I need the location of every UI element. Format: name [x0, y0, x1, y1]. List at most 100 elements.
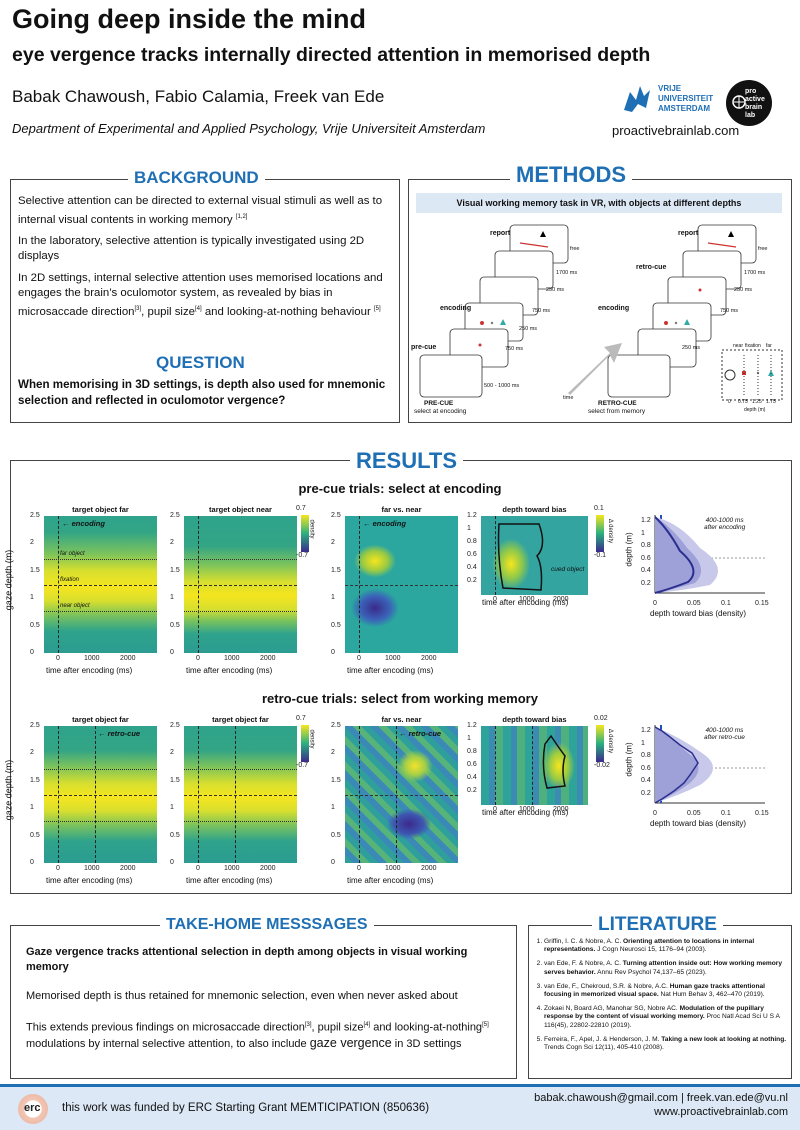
bias-ytick-r1: 1 — [467, 735, 471, 742]
cb1-max: 0.7 — [296, 505, 306, 512]
row1-ylabel: gaze depth (m) — [3, 549, 14, 611]
label-250-1: 250 ms — [546, 287, 565, 293]
cb4-max: 0.02 — [594, 715, 608, 722]
ann-retrocue-1: ← retro-cue — [98, 729, 141, 738]
row2-panel1: target object far ← retro-cue — [44, 715, 157, 863]
xtick-r1-p2: 2000 — [421, 865, 437, 872]
label-encoding-1: encoding — [440, 305, 472, 312]
row1-colorbar — [301, 515, 309, 552]
background-p3: In 2D settings, internal selective atten… — [18, 271, 383, 318]
row2-panel3-title: far vs. near — [381, 715, 422, 724]
xtick-r0-p0: 0 — [56, 655, 60, 662]
xtick-r0-p0: 2000 — [120, 655, 136, 662]
label-d075: 0.75 — [738, 399, 748, 405]
row2-xlabel-2: time after encoding (ms) — [186, 876, 273, 885]
row2-xlabel-3: time after encoding (ms) — [347, 876, 434, 885]
cb1-label: density — [308, 519, 315, 539]
ytick-r1-p1: 0.5 — [170, 831, 180, 839]
dens-xtick-r0: 0.05 — [687, 600, 701, 607]
heatmap-near-retro — [184, 726, 297, 863]
bias-xtick-r0: 1000 — [519, 596, 535, 603]
bias-xtick-r1: 2000 — [553, 806, 569, 813]
cb2-label: Δ density — [607, 518, 614, 544]
label-750-3: 750 ms — [505, 346, 524, 352]
bias-ytick-r1: 1.2 — [467, 722, 477, 729]
dens-xtick-r0: 0.1 — [721, 600, 731, 607]
ytick-r1-p1: 2 — [170, 749, 174, 757]
ytick-r0-p2: 2 — [331, 539, 335, 547]
heatmap-diff-pre — [345, 516, 458, 653]
dens-ytick-r1: 1 — [641, 739, 645, 747]
ytick-r1-p2: 1.5 — [331, 776, 341, 784]
heatmap-near-pre — [184, 516, 297, 653]
ytick-r0-p1: 2.5 — [170, 512, 180, 519]
label-d175: 1.75 — [766, 399, 776, 405]
background-text: Selective attention can be directed to e… — [18, 194, 394, 320]
background-p1: Selective attention can be directed to e… — [18, 195, 383, 226]
dens-ytick-r1: 0.8 — [641, 752, 651, 759]
bias-ytick-r1: 0.8 — [467, 748, 477, 755]
dens-xtick-r1: 0.15 — [755, 810, 769, 817]
poster-subtitle: eye vergence tracks internally directed … — [12, 44, 651, 66]
bias-ytick-r1: 0.4 — [467, 774, 477, 781]
footer-web[interactable]: www.proactivebrainlab.com — [654, 1106, 788, 1118]
contact-email[interactable]: babak.chawoush@gmail.com | freek.van.ede… — [534, 1092, 788, 1104]
label-precue: pre-cue — [411, 344, 437, 351]
cb4-label: Δ density — [607, 728, 614, 754]
row2-ylabel: gaze depth (m) — [3, 759, 14, 821]
lab-url[interactable]: proactivebrainlab.com — [612, 123, 740, 138]
takehome-bold: Gaze vergence tracks attentional selecti… — [26, 946, 468, 973]
ann-retrocue-2: ← retro-cue — [399, 729, 442, 738]
ytick-r0-p0: 0 — [30, 649, 34, 656]
label-free-2: free — [758, 246, 768, 252]
ref-4: Zokaei N, Board AG, Manohar SG, Nobre AC… — [544, 1005, 788, 1030]
lab-logo: pro active brain lab — [726, 80, 772, 126]
bias2-ylabel: depth (m) — [624, 742, 634, 777]
row2-panel2: target object far — [184, 715, 297, 863]
erc-logo: erc — [18, 1094, 48, 1124]
cb1-min: -0.7 — [296, 552, 309, 559]
xtick-r1-p1: 0 — [196, 865, 200, 872]
heatmap-far-retro — [44, 726, 157, 863]
label-750-2: 750 ms — [720, 308, 739, 314]
bias-xtick-r1: 0 — [493, 806, 497, 813]
xtick-r1-p0: 2000 — [120, 865, 136, 872]
xtick-r0-p2: 2000 — [421, 655, 437, 662]
label-retrocue: retro-cue — [636, 264, 667, 271]
cluster-outline-1 — [497, 523, 544, 591]
vu-logo: VRIJE UNIVERSITEIT AMSTERDAM — [620, 82, 725, 118]
footer-bar — [0, 1084, 800, 1130]
row1-xlabel-1: time after encoding (ms) — [46, 666, 133, 675]
funding-text: this work was funded by ERC Starting Gra… — [62, 1102, 430, 1114]
ytick-r0-p2: 1.5 — [331, 566, 341, 574]
poster-title: Going deep inside the mind — [12, 4, 367, 34]
label-d125: 1.25 — [752, 399, 762, 405]
bias-ytick-r0: 0.6 — [467, 551, 477, 558]
erc-logo-text: erc — [24, 1102, 41, 1114]
bias-xtick-r0: 0 — [493, 596, 497, 603]
xtick-r0-p2: 0 — [357, 655, 361, 662]
dens-ytick-r1: 0.4 — [641, 777, 651, 784]
label-250-2: 250 ms — [734, 287, 753, 293]
question-heading: QUESTION — [150, 353, 251, 373]
row2-panel3: far vs. near ← retro-cue — [345, 715, 458, 863]
lab-logo-text: pro active brain lab — [745, 88, 765, 119]
vu-logo-text: VRIJE UNIVERSITEIT AMSTERDAM — [658, 84, 714, 113]
xtick-r1-p1: 1000 — [224, 865, 240, 872]
ytick-r0-p0: 1.5 — [30, 566, 40, 574]
xtick-r0-p1: 0 — [196, 655, 200, 662]
bias-ytick-r0: 0.8 — [467, 538, 477, 545]
ytick-r0-p2: 0 — [331, 649, 335, 656]
dens-ytick-r1: 0.6 — [641, 764, 651, 772]
dens-xtick-r1: 0 — [653, 810, 657, 817]
cb4-min: -0.02 — [594, 762, 610, 769]
ytick-r1-p1: 2.5 — [170, 722, 180, 729]
griffin-icon — [624, 86, 650, 112]
ann-fixation: fixation — [60, 577, 80, 583]
takehome-box — [10, 925, 517, 1079]
heatmap-bias-retro — [481, 726, 588, 805]
dens-ytick-r0: 0.4 — [641, 567, 651, 574]
label-fixation: fixation — [745, 343, 761, 349]
ytick-r1-p2: 1 — [331, 804, 335, 812]
ytick-r0-p1: 0.5 — [170, 621, 180, 629]
